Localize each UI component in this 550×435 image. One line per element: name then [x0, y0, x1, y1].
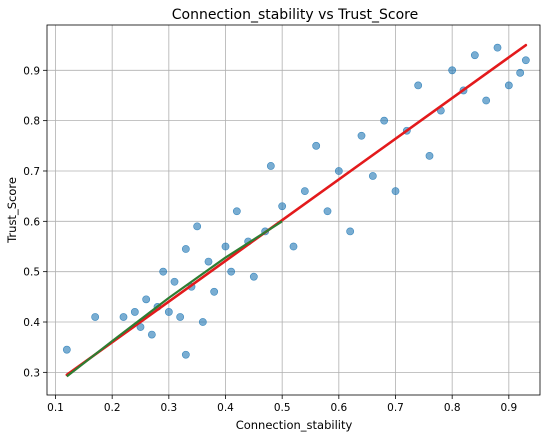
y-tick-label: 0.3 [23, 367, 40, 379]
y-tick-label: 0.9 [23, 65, 40, 77]
data-point [181, 245, 190, 253]
x-tick-label: 0.1 [47, 402, 64, 414]
data-point [425, 151, 434, 160]
data-point [232, 207, 241, 216]
data-point [493, 43, 502, 52]
data-point [181, 350, 190, 359]
data-point [176, 313, 185, 321]
y-tick-label: 0.6 [23, 216, 40, 228]
plot-frame [46, 24, 541, 396]
y-axis-label: Trust_Score [5, 177, 19, 244]
data-point [159, 267, 168, 276]
data-point [300, 187, 309, 196]
data-point [249, 272, 258, 281]
data-point [142, 295, 151, 304]
x-tick-label: 0.9 [500, 402, 517, 414]
chart-title: Connection_stability vs Trust_Score [172, 7, 419, 23]
data-point [198, 318, 207, 326]
data-point [391, 187, 400, 196]
smoothed-trend-line [66, 220, 283, 378]
data-point [312, 141, 321, 150]
data-point [414, 81, 423, 90]
data-point [482, 96, 491, 105]
data-point [323, 207, 332, 216]
data-point [470, 51, 479, 60]
trend-lines [65, 43, 528, 378]
data-point [521, 56, 530, 65]
data-point [130, 308, 139, 316]
y-tick-label: 0.4 [23, 317, 40, 329]
x-tick-label: 0.8 [444, 402, 461, 414]
data-point [278, 202, 287, 211]
data-point [210, 287, 219, 296]
data-point [164, 308, 173, 316]
x-axis-ticks: 0.1 0.2 0.3 0.4 0.5 0.6 0.7 0.8 0.9 [47, 395, 517, 414]
y-axis-ticks: 0.3 0.4 0.5 0.6 0.7 0.8 0.9 [23, 65, 47, 379]
data-point [227, 267, 236, 276]
x-tick-label: 0.3 [160, 402, 177, 414]
x-tick-label: 0.2 [104, 402, 121, 414]
data-point [448, 66, 457, 75]
data-point [504, 81, 513, 90]
y-tick-label: 0.5 [23, 267, 40, 279]
data-point [119, 313, 128, 321]
data-point [193, 222, 202, 231]
data-point [91, 313, 100, 321]
data-point [368, 172, 377, 180]
x-tick-label: 0.5 [274, 402, 291, 414]
x-tick-label: 0.6 [330, 402, 347, 414]
data-point [204, 257, 213, 266]
x-axis-label: Connection_stability [236, 418, 353, 432]
x-tick-label: 0.7 [387, 402, 404, 414]
data-point [289, 242, 298, 251]
grid [47, 25, 540, 395]
regression-line [65, 43, 528, 377]
data-point [266, 162, 275, 170]
data-point [516, 68, 525, 77]
data-point [62, 345, 71, 354]
data-point [334, 167, 343, 175]
data-point [147, 330, 156, 339]
data-point [346, 227, 355, 236]
data-point [221, 242, 230, 251]
data-point [170, 277, 179, 286]
x-tick-label: 0.4 [217, 402, 234, 414]
data-point [357, 131, 366, 140]
y-tick-label: 0.8 [23, 116, 40, 128]
data-point [380, 116, 389, 125]
data-points [62, 43, 530, 359]
y-tick-label: 0.7 [23, 166, 40, 178]
